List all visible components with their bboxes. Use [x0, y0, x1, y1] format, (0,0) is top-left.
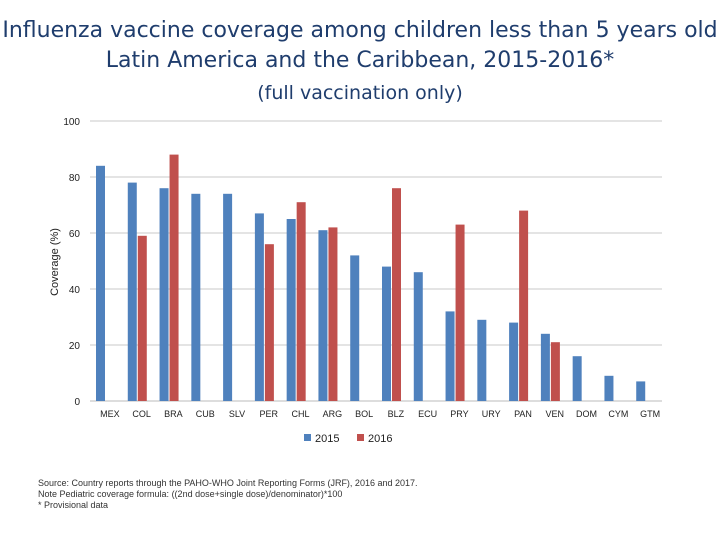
y-tick-label-40: 40: [69, 285, 81, 296]
bar-2016-pan: [519, 211, 528, 401]
bar-2015-pan: [509, 323, 518, 401]
x-tick-label-pry: PRY: [450, 409, 468, 419]
x-tick-label-chl: CHL: [292, 409, 310, 419]
x-tick-label-slv: SLV: [229, 409, 245, 419]
source-note: Source: Country reports through the PAHO…: [38, 478, 418, 488]
bar-2015-ury: [477, 320, 486, 401]
bar-2016-bra: [170, 155, 179, 401]
legend-swatch-2015: [304, 434, 311, 441]
bar-2015-cub: [191, 194, 200, 401]
y-tick-label-0: 0: [74, 397, 80, 408]
bar-2016-arg: [328, 227, 337, 401]
x-tick-label-bra: BRA: [164, 409, 183, 419]
x-tick-label-cym: CYM: [608, 409, 628, 419]
bar-2015-per: [255, 213, 264, 401]
y-tick-label-80: 80: [69, 173, 81, 184]
bar-2015-bra: [160, 188, 169, 401]
legend: 2015 2016: [304, 433, 392, 445]
y-tick-label-100: 100: [63, 117, 80, 128]
x-tick-label-bol: BOL: [355, 409, 373, 419]
x-tick-label-mex: MEX: [100, 409, 120, 419]
legend-swatch-2016: [357, 434, 364, 441]
x-tick-label-ecu: ECU: [418, 409, 437, 419]
x-tick-label-dom: DOM: [576, 409, 597, 419]
bar-2015-ven: [541, 334, 550, 401]
bar-2015-gtm: [636, 381, 645, 401]
provisional-note: * Provisional data: [38, 500, 108, 510]
bar-2015-mex: [96, 166, 105, 401]
x-tick-label-cub: CUB: [196, 409, 215, 419]
bar-2015-cym: [604, 376, 613, 401]
bar-2015-blz: [382, 267, 391, 401]
x-tick-label-arg: ARG: [323, 409, 343, 419]
x-tick-label-gtm: GTM: [640, 409, 660, 419]
bar-2015-chl: [287, 219, 296, 401]
x-tick-label-per: PER: [260, 409, 279, 419]
legend-label-2016: 2016: [368, 433, 392, 445]
bar-2016-per: [265, 244, 274, 401]
x-tick-label-col: COL: [132, 409, 151, 419]
x-axis-ticks: MEX COL BRA CUB SLV PER CHL ARG BOL BLZ ECU PRY URY P…: [100, 409, 660, 419]
bars: [96, 155, 645, 401]
y-axis-label: Coverage (%): [49, 228, 61, 296]
bar-2015-col: [128, 183, 137, 401]
y-tick-label-20: 20: [69, 341, 81, 352]
bar-2015-bol: [350, 255, 359, 401]
y-axis-ticks: 0 20 40 60 80 100: [63, 117, 80, 408]
x-tick-label-blz: BLZ: [388, 409, 405, 419]
bar-2015-pry: [446, 311, 455, 401]
bar-2016-ven: [551, 342, 560, 401]
bar-2016-col: [138, 236, 147, 401]
x-tick-label-pan: PAN: [514, 409, 532, 419]
bar-2015-arg: [318, 230, 327, 401]
legend-label-2015: 2015: [315, 433, 339, 445]
bar-2016-pry: [456, 225, 465, 401]
bar-2016-chl: [297, 202, 306, 401]
bar-2015-slv: [223, 194, 232, 401]
y-tick-label-60: 60: [69, 229, 81, 240]
x-tick-label-ven: VEN: [546, 409, 565, 419]
bar-2015-ecu: [414, 272, 423, 401]
x-tick-label-ury: URY: [482, 409, 501, 419]
bar-2015-dom: [573, 356, 582, 401]
formula-note: Note Pediatric coverage formula: ((2nd d…: [38, 489, 342, 499]
bar-2016-blz: [392, 188, 401, 401]
